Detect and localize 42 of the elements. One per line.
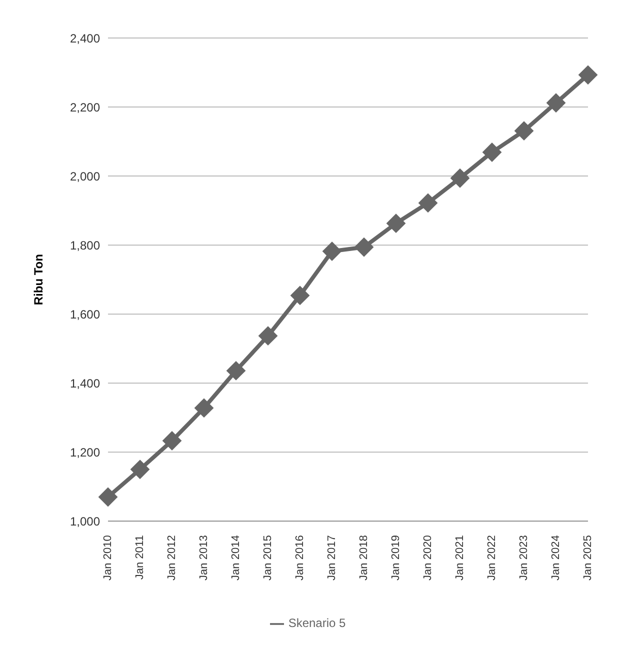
x-tick-label: Jan 2014 [230, 535, 242, 580]
point [258, 326, 278, 346]
x-tick-label: Jan 2012 [166, 535, 178, 580]
point [354, 238, 374, 257]
point [450, 168, 470, 188]
y-tick-label: 1,000 [70, 514, 100, 528]
point [578, 65, 598, 84]
point [546, 93, 566, 112]
y-tick-label: 1,800 [70, 238, 100, 252]
point [290, 286, 310, 305]
x-tick-label: Jan 2013 [198, 535, 210, 580]
legend-label: Skenario 5 [288, 616, 346, 630]
point [322, 242, 342, 261]
point [418, 193, 438, 212]
point [194, 398, 214, 418]
x-tick-label: Jan 2016 [294, 535, 306, 580]
x-tick-label: Jan 2025 [582, 535, 594, 580]
x-tick-label: Jan 2018 [358, 535, 370, 580]
x-tick-label: Jan 2022 [486, 535, 498, 580]
y-tick-label: 2,200 [70, 100, 100, 114]
y-axis-title: Ribu Ton [31, 254, 46, 306]
x-tick-label: Jan 2019 [390, 535, 402, 580]
y-tick-label: 1,400 [70, 376, 100, 390]
y-tick-label: 1,600 [70, 307, 100, 322]
point [482, 142, 502, 162]
point [162, 431, 182, 450]
y-tick-label: 2,400 [70, 31, 100, 46]
x-tick-label: Jan 2023 [518, 535, 530, 580]
x-tick-label: Jan 2024 [550, 535, 562, 580]
x-tick-label: Jan 2020 [422, 535, 434, 580]
point [98, 488, 118, 507]
x-tick-label: Jan 2021 [454, 535, 466, 580]
point [514, 121, 534, 140]
point [130, 460, 150, 479]
point [386, 214, 406, 233]
x-tick-label: Jan 2011 [134, 535, 146, 580]
x-tick-label: Jan 2010 [102, 535, 114, 580]
x-tick-label: Jan 2017 [326, 535, 338, 580]
y-tick-label: 2,000 [70, 169, 100, 184]
x-tick-label: Jan 2015 [262, 535, 274, 580]
point [226, 361, 246, 380]
y-tick-label: 1,200 [70, 445, 100, 460]
